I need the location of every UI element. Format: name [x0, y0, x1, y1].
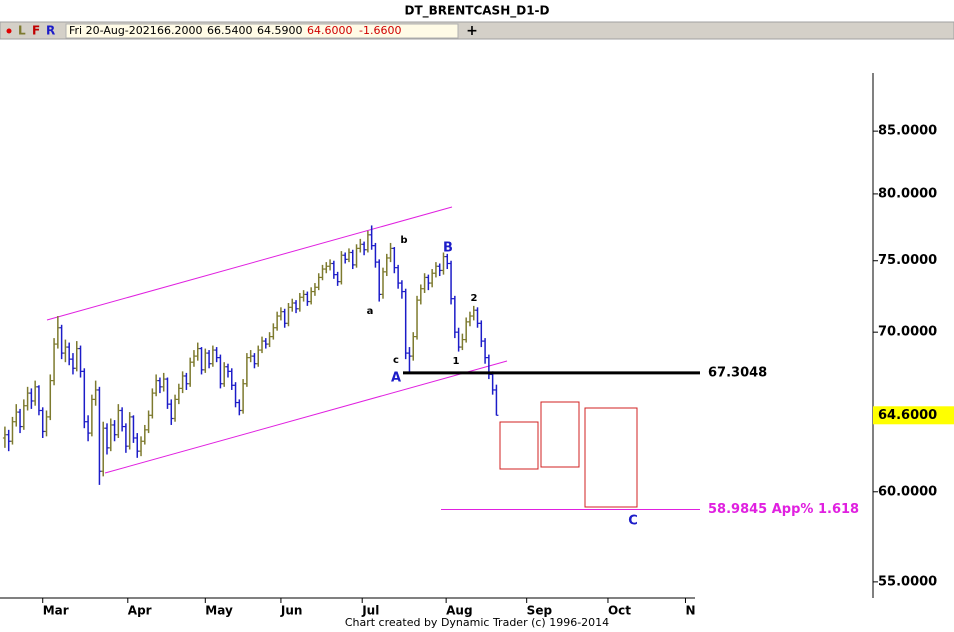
readout-high: 66.5400 [207, 24, 253, 37]
wave-label: c [393, 355, 399, 366]
chart-title: DT_BRENTCASH_D1-D [405, 4, 550, 19]
y-tick-label: 75.0000 [878, 253, 937, 268]
projection-box [499, 421, 539, 470]
readout-low: 64.5900 [257, 24, 303, 37]
wave-label: b [400, 235, 407, 246]
x-tick-label: Aug [446, 604, 472, 618]
wave-label: 1 [453, 356, 460, 367]
projection-box [540, 401, 580, 468]
wave-label: 2 [471, 293, 478, 304]
toolbar-button[interactable]: R [46, 24, 55, 38]
readout-open: 66.2000 [157, 24, 203, 37]
wave-label: A [391, 371, 401, 386]
toolbar-button[interactable]: F [32, 24, 40, 38]
last-price-label: 64.6000 [878, 408, 937, 423]
x-tick-label: May [205, 604, 233, 618]
x-tick-label: Jun [280, 604, 303, 618]
x-tick-label: N [685, 604, 695, 618]
readout-date: Fri 20-Aug-2021 [69, 24, 157, 37]
last-price-box [873, 406, 954, 425]
readout-close: 64.6000 [307, 24, 353, 37]
y-tick-label: 85.0000 [878, 124, 937, 139]
y-tick-label: 55.0000 [878, 574, 937, 589]
level-label: 67.3048 [708, 365, 767, 380]
x-tick-label: Sep [527, 604, 553, 618]
x-tick-label: Mar [43, 604, 69, 618]
wave-label: C [628, 514, 638, 529]
status-dot [6, 28, 12, 34]
wave-label: a [367, 306, 374, 317]
wave-label: B [443, 241, 453, 256]
x-tick-label: Apr [128, 604, 152, 618]
x-tick-label: Jul [361, 604, 379, 618]
y-tick-label: 80.0000 [878, 186, 937, 201]
level-label: 58.9845 App% 1.618 [708, 502, 859, 517]
projection-box [584, 407, 638, 508]
readout-box [65, 23, 459, 39]
footer: Chart created by Dynamic Trader (c) 1996… [345, 616, 609, 629]
add-button[interactable]: + [466, 23, 478, 39]
channel-lower [104, 360, 508, 474]
x-tick-label: Oct [608, 604, 631, 618]
readout-change: -1.6600 [359, 24, 401, 37]
y-tick-label: 60.0000 [878, 484, 937, 499]
title-bar [0, 0, 954, 21]
channel-upper [46, 206, 453, 321]
y-tick-label: 70.0000 [878, 325, 937, 340]
toolbar-button[interactable]: L [18, 24, 26, 38]
